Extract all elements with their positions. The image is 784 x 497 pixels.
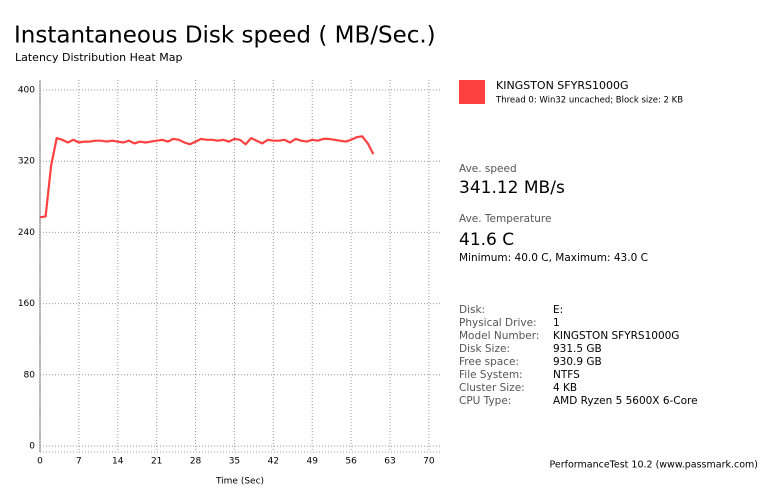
x-tick-label: 35 <box>229 457 240 467</box>
legend-note: Thread 0: Win32 uncached; Block size: 2 … <box>495 96 683 106</box>
info-key: Disk: <box>459 304 485 316</box>
x-tick-label: 70 <box>423 457 435 467</box>
x-tick-label: 42 <box>268 457 279 467</box>
y-tick-label: 400 <box>18 86 35 96</box>
info-key: CPU Type: <box>459 395 511 407</box>
info-value: AMD Ryzen 5 5600X 6-Core <box>553 395 698 407</box>
info-key: Disk Size: <box>459 343 510 355</box>
footer: PerformanceTest 10.2 (www.passmark.com) <box>549 460 758 471</box>
info-value: 931.5 GB <box>553 343 602 355</box>
legend-label: KINGSTON SFYRS1000G <box>496 79 628 92</box>
y-tick-label: 80 <box>24 370 36 380</box>
y-tick-label: 160 <box>18 299 35 309</box>
info-value: NTFS <box>553 369 580 381</box>
info-value: 4 KB <box>553 382 577 394</box>
x-tick-label: 56 <box>345 457 357 467</box>
temp-range: Minimum: 40.0 C, Maximum: 43.0 C <box>459 252 648 264</box>
x-tick-label: 0 <box>37 457 43 467</box>
chart-title: Instantaneous Disk speed ( MB/Sec.) <box>14 23 436 49</box>
temp-label: Ave. Temperature <box>459 213 551 225</box>
y-tick-label: 240 <box>18 228 35 238</box>
temp-value: 41.6 C <box>459 230 514 250</box>
y-tick-label: 0 <box>29 442 35 452</box>
info-value: E: <box>553 304 563 316</box>
info-value: 1 <box>553 317 560 329</box>
x-tick-label: 49 <box>306 457 318 467</box>
info-key: Free space: <box>459 356 519 368</box>
info-value: KINGSTON SFYRS1000G <box>553 330 679 342</box>
x-tick-label: 14 <box>112 457 124 467</box>
x-axis-label: Time (Sec) <box>215 477 264 487</box>
line-series <box>39 135 375 219</box>
info-key: Cluster Size: <box>459 382 525 394</box>
info-key: Model Number: <box>459 330 539 342</box>
info-key: File System: <box>459 369 523 381</box>
x-tick-label: 21 <box>151 457 162 467</box>
x-tick-label: 28 <box>190 457 202 467</box>
speed-value: 341.12 MB/s <box>459 178 565 198</box>
speed-label: Ave. speed <box>459 163 517 175</box>
info-key: Physical Drive: <box>459 317 537 329</box>
chart-subtitle: Latency Distribution Heat Map <box>15 51 182 64</box>
x-tick-label: 63 <box>384 457 395 467</box>
x-tick-label: 7 <box>76 457 82 467</box>
legend-swatch <box>459 80 485 104</box>
y-tick-label: 320 <box>18 157 35 167</box>
info-value: 930.9 GB <box>553 356 602 368</box>
